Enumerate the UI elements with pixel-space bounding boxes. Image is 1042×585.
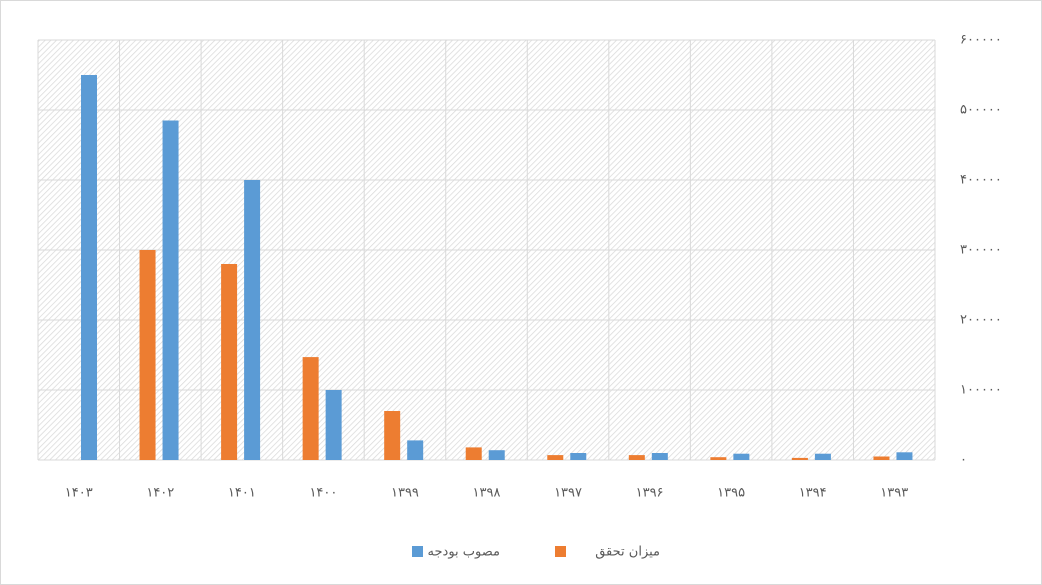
y-tick-label: ۳۰۰۰۰۰ — [960, 243, 1002, 258]
x-tick-label: ۱۳۹۷ — [554, 486, 582, 501]
legend-label: مصوب بودجه — [428, 545, 500, 560]
legend-label: میزان تحقق — [595, 545, 660, 560]
bar — [139, 250, 156, 460]
y-tick-label: ۲۰۰۰۰۰ — [960, 313, 1002, 328]
y-tick-label: ۰ — [960, 453, 967, 468]
x-tick-label: ۱۳۹۶ — [636, 486, 664, 501]
bar — [791, 457, 808, 460]
bar — [325, 390, 342, 460]
y-tick-label: ۱۰۰۰۰۰ — [960, 383, 1002, 398]
x-tick-label: ۱۴۰۲ — [146, 486, 174, 501]
y-tick-label: ۴۰۰۰۰۰ — [960, 173, 1002, 188]
bar — [488, 450, 505, 460]
bar — [814, 453, 831, 460]
x-tick-label: ۱۳۹۳ — [880, 486, 908, 501]
legend-swatch — [555, 546, 566, 557]
bar — [651, 453, 668, 460]
bar — [221, 264, 238, 460]
y-tick-label: ۵۰۰۰۰۰ — [960, 103, 1002, 118]
x-tick-label: ۱۳۹۹ — [391, 486, 419, 501]
bar — [162, 120, 179, 460]
x-tick-label: ۱۳۹۵ — [717, 486, 745, 501]
bar — [81, 75, 97, 460]
bar — [465, 447, 482, 460]
y-tick-label: ۶۰۰۰۰۰ — [960, 33, 1002, 48]
bar — [896, 452, 913, 460]
x-tick-label: ۱۴۰۱ — [228, 486, 256, 501]
bar — [710, 457, 727, 460]
bar — [547, 455, 564, 460]
bar — [302, 357, 319, 460]
bar — [570, 453, 587, 460]
x-tick-label: ۱۳۹۴ — [799, 486, 827, 501]
bar — [407, 440, 424, 460]
bar — [628, 455, 645, 460]
x-tick-label: ۱۳۹۸ — [473, 486, 501, 501]
x-tick-label: ۱۴۰۳ — [65, 486, 93, 501]
bar — [733, 453, 750, 460]
x-tick-label: ۱۴۰۰ — [309, 486, 337, 501]
legend-swatch — [412, 546, 423, 557]
bar — [873, 456, 890, 460]
bar — [384, 411, 401, 460]
bar — [244, 180, 261, 460]
